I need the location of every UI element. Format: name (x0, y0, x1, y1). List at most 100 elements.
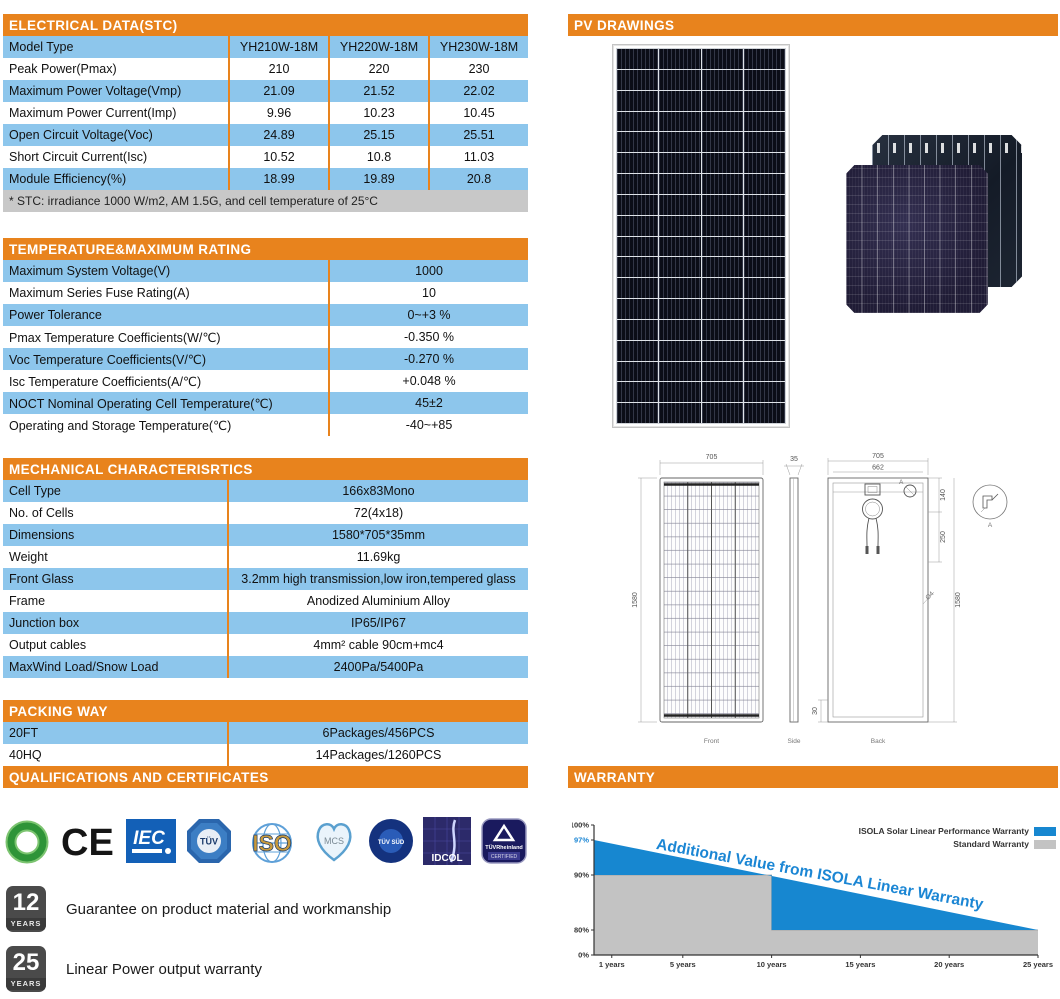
panel-cell (701, 90, 743, 111)
panel-cell (617, 90, 659, 111)
label-front-view: Front (704, 738, 719, 745)
panel-cell (617, 299, 659, 319)
solar-cell-front-photo (846, 165, 988, 313)
panel-cell (743, 49, 785, 69)
table-label: Dimensions (9, 528, 75, 542)
section-header-packing: PACKING WAY (3, 700, 528, 722)
panel-cell (659, 319, 701, 340)
panel-cell (701, 382, 743, 403)
section-header-warranty: WARRANTY (568, 766, 1058, 788)
table-label: Maximum Power Voltage(Vmp) (9, 84, 182, 98)
dim-back-inner-width: 662 (872, 465, 884, 472)
technical-drawing: 705 1580 Front 35 Side (590, 442, 1060, 760)
panel-cell (743, 194, 785, 215)
dim-hole: Ø4 (924, 590, 935, 601)
panel-cell (659, 382, 701, 403)
section-header-electrical: ELECTRICAL DATA(STC) (3, 14, 528, 36)
label-back-view: Back (871, 738, 886, 745)
temperature-table: Maximum System Voltage(V) 1000 Maximum Ser… (3, 260, 528, 436)
table-row: Peak Power(Pmax) 210 220 230 (3, 58, 528, 80)
table-value: 18.99 (228, 168, 328, 190)
section-title: WARRANTY (574, 769, 656, 785)
section-header-qualifications: QUALIFICATIONS AND CERTIFICATES (3, 766, 528, 788)
legend-item: ISOLA Solar Linear Performance Warranty (859, 826, 1056, 836)
panel-cell (743, 215, 785, 236)
badge-text: Linear Power output warranty (66, 960, 262, 978)
table-row: Front Glass 3.2mm high transmission,low i… (3, 568, 528, 590)
table-row: Model Type YH210W-18M YH220W-18M YH230W-18M (3, 36, 528, 58)
badge-unit: YEARS (6, 978, 46, 990)
mechanical-table: Cell Type 166x83Mono No. of Cells 72(4x18) D… (3, 480, 528, 678)
table-value: 14Packages/1260PCS (227, 744, 528, 766)
dim-bottom-offset: 30 (812, 707, 819, 715)
table-row: Power Tolerance 0~+3 % (3, 304, 528, 326)
table-row: Open Circuit Voltage(Voc) 24.89 25.15 25.51 (3, 124, 528, 146)
panel-cell (659, 90, 701, 111)
table-label: No. of Cells (9, 506, 74, 520)
table-value: 11.69kg (227, 546, 528, 568)
table-value: 22.02 (428, 80, 528, 102)
panel-cell-grid (616, 48, 786, 424)
panel-cell (743, 132, 785, 153)
y-tick-label: 80% (574, 926, 589, 935)
section-title: ELECTRICAL DATA(STC) (9, 17, 178, 33)
badge-number: 12 (12, 889, 40, 916)
table-value: 10.8 (328, 146, 428, 168)
dim-cable-length: 250 (940, 531, 947, 543)
table-label: NOCT Nominal Operating Cell Temperature(… (9, 396, 273, 411)
panel-cell (743, 236, 785, 257)
table-row: Maximum System Voltage(V) 1000 (3, 260, 528, 282)
electrical-table-rows: Model Type YH210W-18M YH220W-18M YH230W-18M… (3, 36, 528, 190)
section-title: TEMPERATURE&MAXIMUM RATING (9, 241, 252, 257)
panel-cell (743, 299, 785, 319)
table-label: MaxWind Load/Snow Load (9, 660, 159, 674)
legend-swatch (1034, 826, 1056, 836)
stc-footnote: * STC: irradiance 1000 W/m2, AM 1.5G, an… (3, 190, 528, 212)
panel-cell (659, 194, 701, 215)
panel-cell (659, 236, 701, 257)
section-header-temperature: TEMPERATURE&MAXIMUM RATING (3, 238, 528, 260)
dim-jb-offset: 140 (940, 489, 947, 501)
section-title: PV DRAWINGS (574, 17, 675, 33)
panel-cell (743, 319, 785, 340)
panel-cell (617, 340, 659, 361)
table-value: 10.45 (428, 102, 528, 124)
badge-12-years: 12 YEARS (6, 886, 46, 932)
table-value: 21.52 (328, 80, 428, 102)
panel-cell (659, 257, 701, 278)
x-tick-label: 20 years (934, 960, 964, 969)
panel-cell (617, 153, 659, 173)
table-value: -40~+85 (328, 414, 528, 436)
table-row: Module Efficiency(%) 18.99 19.89 20.8 (3, 168, 528, 190)
table-label: Short Circuit Current(Isc) (9, 150, 148, 164)
tuv-rheinland-label: TÜVRheinland (485, 844, 523, 851)
panel-cell (701, 299, 743, 319)
packing-table: 20FT 6Packages/456PCS 40HQ 14Packages/1260P… (3, 722, 528, 766)
x-tick-label: 5 years (670, 960, 696, 969)
ce-label: CE (61, 822, 114, 863)
table-value: 20.8 (428, 168, 528, 190)
table-value: 10.23 (328, 102, 428, 124)
table-label: Peak Power(Pmax) (9, 62, 117, 76)
section-title: MECHANICAL CHARACTERISRTICS (9, 461, 253, 477)
panel-cell (701, 319, 743, 340)
legend-item: Standard Warranty (953, 839, 1056, 849)
table-row: Frame Anodized Aluminium Alloy (3, 590, 528, 612)
table-label: Module Efficiency(%) (9, 172, 127, 186)
table-value: IP65/IP67 (227, 612, 528, 634)
section-title: PACKING WAY (9, 703, 108, 719)
panel-cell (659, 278, 701, 298)
packing-table-rows: 20FT 6Packages/456PCS 40HQ 14Packages/1260P… (3, 722, 528, 766)
panel-cell (743, 90, 785, 111)
mechanical-table-rows: Cell Type 166x83Mono No. of Cells 72(4x18) D… (3, 480, 528, 678)
panel-cell (617, 69, 659, 90)
y-tick-label: 0% (578, 951, 589, 960)
table-value: 2400Pa/5400Pa (227, 656, 528, 678)
table-value: 11.03 (428, 146, 528, 168)
y-tick-label: 100% (572, 821, 589, 830)
panel-cell (617, 382, 659, 403)
panel-cell (659, 299, 701, 319)
technical-drawing-svg: 705 1580 Front 35 Side (632, 453, 1008, 745)
table-value: 4mm² cable 90cm+mc4 (227, 634, 528, 656)
table-label: 20FT (9, 726, 39, 740)
